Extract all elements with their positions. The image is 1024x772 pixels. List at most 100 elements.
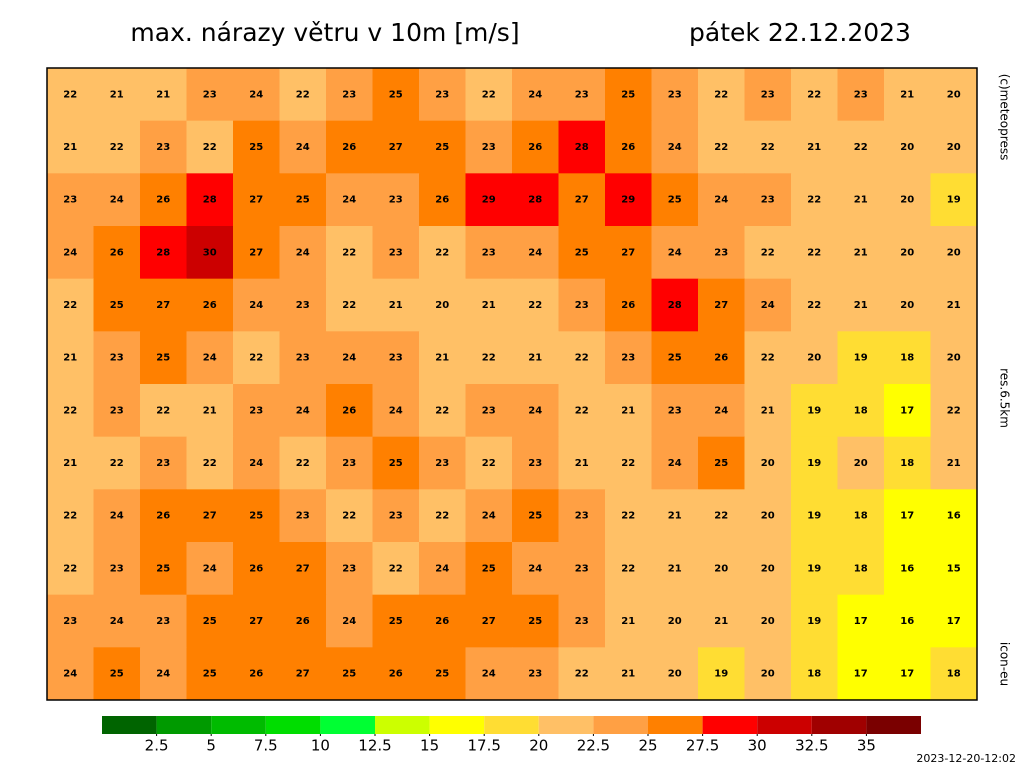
wind-cell <box>186 647 234 701</box>
wind-cell <box>233 120 280 174</box>
wind-cell <box>884 384 931 438</box>
wind-cell <box>140 489 187 543</box>
wind-value: 18 <box>854 563 868 574</box>
wind-value: 23 <box>389 247 403 258</box>
wind-cell <box>558 68 606 122</box>
wind-cell <box>698 384 745 438</box>
wind-cell <box>47 594 94 648</box>
wind-value: 24 <box>528 89 542 100</box>
wind-value: 22 <box>714 511 728 522</box>
wind-cell <box>326 384 373 438</box>
colorbar-label: 32.5 <box>795 737 828 755</box>
wind-cell <box>791 120 838 174</box>
wind-value: 24 <box>761 300 775 311</box>
wind-cell <box>512 489 559 543</box>
wind-value: 25 <box>621 89 635 100</box>
wind-cell <box>93 594 141 648</box>
wind-cell <box>372 384 420 438</box>
wind-cell <box>419 226 466 280</box>
wind-value: 24 <box>296 247 310 258</box>
wind-cell <box>372 278 420 332</box>
wind-cell <box>93 542 141 596</box>
wind-cell <box>372 68 420 122</box>
wind-cell <box>47 489 94 543</box>
wind-value: 25 <box>249 511 263 522</box>
wind-value: 22 <box>342 300 356 311</box>
colorbar-label: 20 <box>529 737 548 755</box>
wind-value: 21 <box>854 247 868 258</box>
wind-value: 26 <box>342 405 356 416</box>
wind-value: 20 <box>947 89 961 100</box>
wind-cell <box>512 68 559 122</box>
wind-cell <box>930 594 978 648</box>
wind-value: 26 <box>714 353 728 364</box>
wind-cell <box>512 278 559 332</box>
wind-value: 25 <box>575 247 589 258</box>
wind-cell <box>698 226 745 280</box>
wind-cell <box>930 331 978 385</box>
wind-cell <box>279 489 327 543</box>
wind-value: 24 <box>342 353 356 364</box>
wind-value: 25 <box>203 669 217 680</box>
wind-cell <box>186 436 234 490</box>
wind-cell <box>651 173 699 227</box>
wind-cell <box>47 542 94 596</box>
wind-cell <box>372 331 420 385</box>
wind-value: 17 <box>900 511 914 522</box>
wind-cell <box>419 331 466 385</box>
wind-cell <box>419 594 466 648</box>
wind-value: 24 <box>482 511 496 522</box>
wind-value: 23 <box>296 353 310 364</box>
wind-value: 17 <box>854 669 868 680</box>
wind-value: 24 <box>342 195 356 206</box>
wind-value: 29 <box>482 195 496 206</box>
wind-value: 28 <box>203 195 217 206</box>
wind-value: 22 <box>110 458 124 469</box>
wind-value: 22 <box>435 247 449 258</box>
wind-cell <box>465 384 513 438</box>
wind-cell <box>512 436 559 490</box>
wind-cell <box>465 436 513 490</box>
wind-cell <box>93 68 141 122</box>
wind-value: 24 <box>389 405 403 416</box>
wind-value: 21 <box>947 300 961 311</box>
wind-value: 25 <box>528 616 542 627</box>
wind-cell <box>744 542 792 596</box>
wind-cell <box>279 226 327 280</box>
colorbar-label: 15 <box>420 737 439 755</box>
wind-value: 23 <box>482 405 496 416</box>
wind-value: 20 <box>947 353 961 364</box>
wind-cell <box>744 384 792 438</box>
wind-value: 21 <box>854 195 868 206</box>
wind-cell <box>140 120 187 174</box>
wind-cell <box>837 278 885 332</box>
wind-cell <box>744 173 792 227</box>
wind-value: 19 <box>807 616 821 627</box>
wind-cell <box>465 120 513 174</box>
wind-cell <box>884 594 931 648</box>
colorbar-segment <box>320 716 375 734</box>
wind-value: 25 <box>249 142 263 153</box>
wind-cell <box>558 384 606 438</box>
wind-cell <box>465 173 513 227</box>
wind-cell <box>47 436 94 490</box>
wind-value: 27 <box>296 669 310 680</box>
wind-cell <box>651 226 699 280</box>
wind-value: 21 <box>389 300 403 311</box>
wind-value: 28 <box>528 195 542 206</box>
wind-cell <box>279 594 327 648</box>
wind-cell <box>698 489 745 543</box>
wind-cell <box>605 436 652 490</box>
wind-value: 19 <box>714 669 728 680</box>
wind-value: 17 <box>947 616 961 627</box>
wind-value: 23 <box>296 300 310 311</box>
wind-value: 22 <box>947 405 961 416</box>
wind-value: 23 <box>435 89 449 100</box>
wind-cell <box>558 120 606 174</box>
wind-value: 22 <box>761 247 775 258</box>
wind-cell <box>233 68 280 122</box>
colorbar-segment <box>648 716 703 734</box>
wind-cell <box>744 436 792 490</box>
date: pátek 22.12.2023 <box>689 18 911 47</box>
